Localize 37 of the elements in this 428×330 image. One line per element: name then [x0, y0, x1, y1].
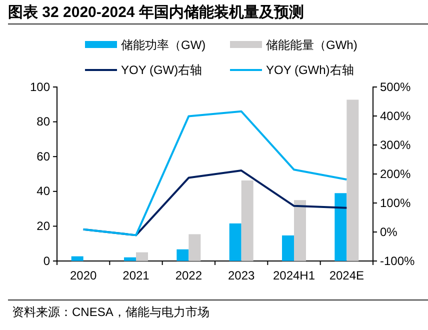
- y2-tick-label: -100%: [380, 254, 416, 268]
- y2-tick-label: 500%: [380, 80, 412, 94]
- y2-tick-label: 0%: [380, 224, 398, 239]
- y-tick-label: 20: [36, 219, 50, 234]
- y-tick-label: 0: [43, 254, 50, 268]
- bar: [294, 200, 306, 261]
- y-tick-label: 80: [36, 114, 50, 129]
- legend-label: 储能能量（GWh): [266, 38, 358, 52]
- bar: [136, 252, 148, 261]
- bar: [229, 223, 242, 261]
- bar: [71, 256, 84, 261]
- bar: [176, 249, 189, 261]
- y2-tick-label: 200%: [380, 166, 412, 181]
- text: 资料来源：CNESA，储能与电力市场: [12, 305, 210, 319]
- bar: [124, 257, 136, 261]
- legend-label: YOY (GWh)右轴: [266, 63, 354, 77]
- y2-tick-label: 400%: [380, 108, 412, 123]
- bar: [282, 235, 294, 261]
- legend-label: YOY (GW)右轴: [121, 63, 202, 77]
- x-tick-label: 2024H1: [272, 268, 316, 283]
- x-tick-label: 2020: [70, 268, 98, 283]
- x-tick-label: 2024E: [329, 268, 364, 283]
- y-tick-label: 100: [30, 80, 50, 94]
- x-tick-label: 2023: [228, 268, 256, 283]
- y2-tick-label: 100%: [380, 196, 412, 210]
- x-tick-label: 2022: [175, 268, 202, 283]
- bar: [346, 100, 359, 261]
- x-tick-label: 2021: [122, 268, 150, 283]
- bar: [334, 193, 347, 261]
- chart-title: 图表 32 2020-2024 年国内储能装机量及预测: [8, 4, 304, 21]
- bar: [241, 180, 254, 261]
- y2-tick-label: 300%: [380, 138, 412, 152]
- line-series: [82, 110, 348, 236]
- y-tick-label: 40: [36, 184, 50, 198]
- bar: [188, 234, 201, 261]
- y-tick-label: 60: [36, 149, 50, 164]
- legend-label: 储能功率（GW): [121, 38, 206, 52]
